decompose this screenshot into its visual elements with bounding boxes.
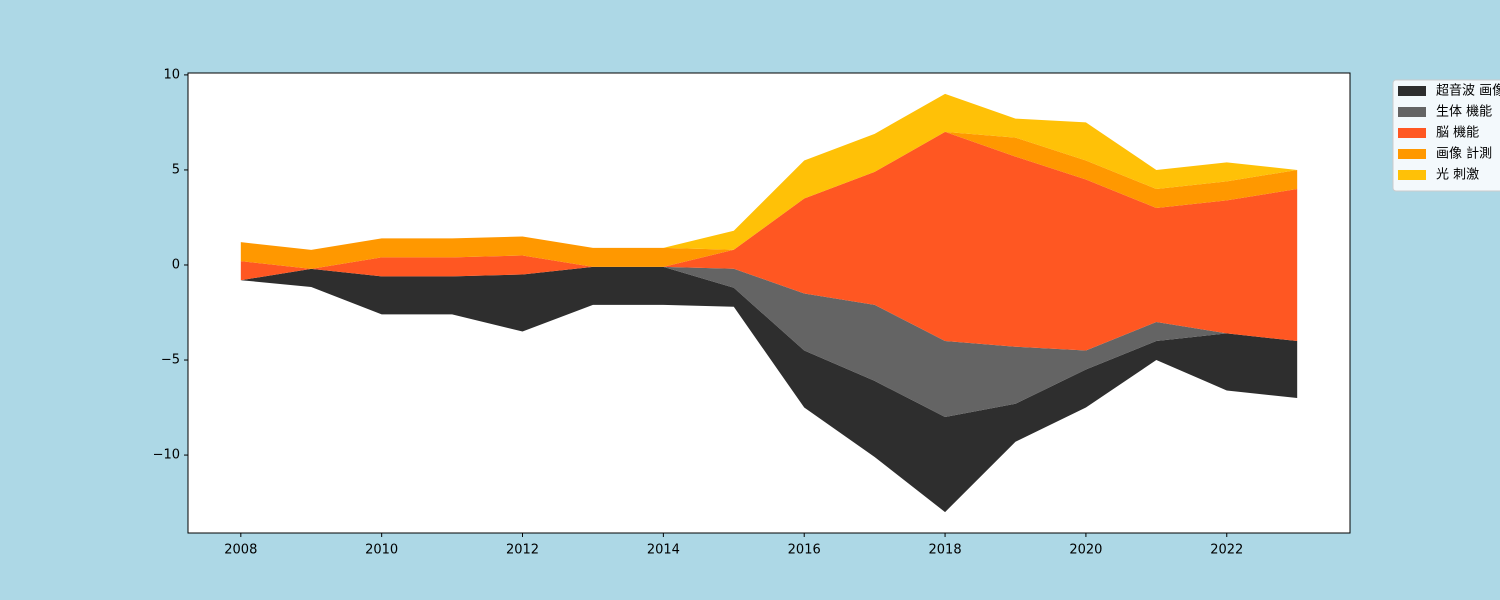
stream-area — [240, 131, 1298, 269]
stream-area — [240, 266, 1298, 418]
legend-swatch — [1398, 128, 1426, 138]
x-tick-label: 2022 — [1210, 543, 1243, 558]
x-tick-label: 2012 — [506, 543, 539, 558]
y-tick-label: −10 — [153, 448, 180, 463]
y-tick-label: 0 — [172, 257, 180, 272]
legend-swatch — [1398, 107, 1426, 117]
legend-label: 超音波 画像 — [1436, 83, 1500, 99]
y-tick-label: 5 — [172, 162, 180, 177]
plot-frame — [187, 72, 1351, 534]
legend-label: 脳 機能 — [1436, 126, 1479, 141]
x-tick-label: 2014 — [647, 543, 680, 558]
stream-area — [240, 131, 1298, 351]
legend-swatch — [1398, 149, 1426, 159]
legend-label: 生体 機能 — [1436, 105, 1492, 120]
x-tick-label: 2016 — [788, 543, 821, 558]
x-tick-label: 2010 — [365, 543, 398, 558]
legend-label: 画像 計測 — [1436, 146, 1492, 162]
legend-swatch — [1398, 86, 1426, 96]
x-tick-label: 2018 — [929, 543, 962, 558]
y-tick-label: −5 — [161, 353, 180, 368]
legend-swatch — [1398, 170, 1426, 180]
legend-label: 光 刺激 — [1436, 168, 1479, 183]
x-tick-label: 2008 — [224, 543, 257, 558]
stream-area — [240, 266, 1298, 513]
x-tick-label: 2020 — [1069, 543, 1102, 558]
y-tick-label: 10 — [163, 67, 180, 82]
stream-area — [240, 93, 1298, 250]
